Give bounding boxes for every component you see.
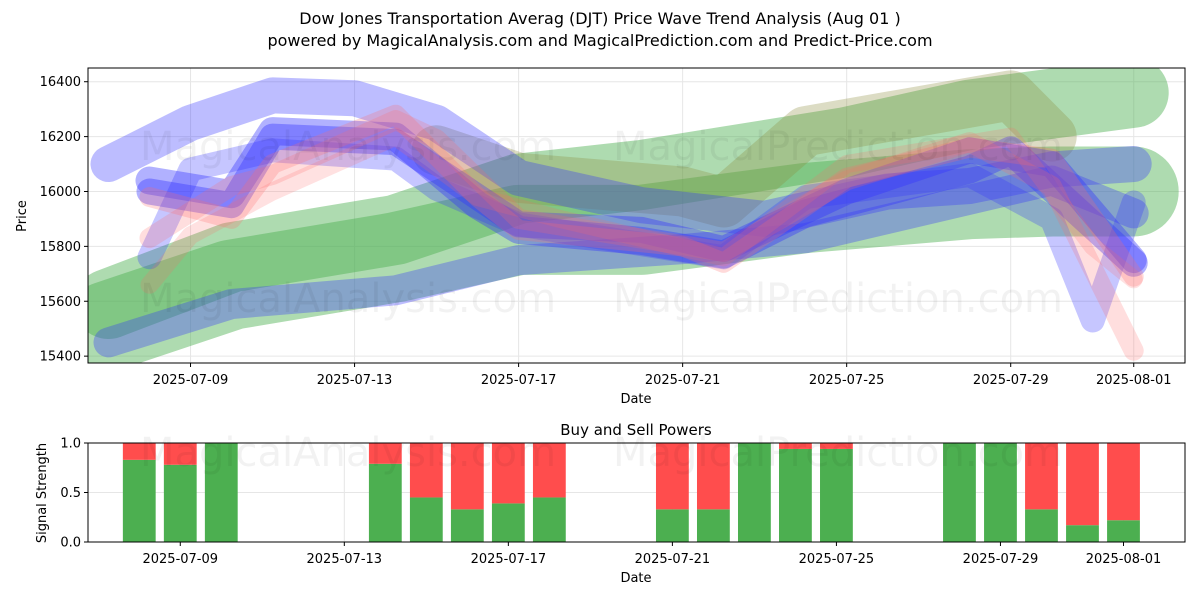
price-y-tick-label: 15600: [40, 295, 81, 310]
wave-band-green-1: [88, 68, 1169, 339]
price-x-tick-label: 2025-07-09: [153, 373, 229, 388]
wave-band-blue-8: [137, 138, 1146, 333]
price-y-axis-label: Price: [15, 200, 30, 232]
sell-power-bar: [779, 443, 812, 449]
wave-band-olive-3: [411, 70, 1077, 228]
watermark-text: MagicalAnalysis.com: [140, 430, 556, 476]
price-x-tick-label: 2025-08-01: [1096, 373, 1172, 388]
price-y-tick-label: 16200: [40, 130, 81, 145]
buy-power-bar: [984, 443, 1017, 542]
wave-band-red-10: [139, 110, 1144, 361]
buy-power-bar: [820, 448, 853, 542]
signal-x-tick-label: 2025-07-25: [799, 552, 875, 567]
wave-band-red-9: [139, 104, 1144, 287]
chart-subtitle: powered by MagicalAnalysis.com and Magic…: [267, 31, 933, 50]
signal-x-tick-label: 2025-07-29: [963, 552, 1039, 567]
watermark-text: MagicalPrediction.com: [613, 124, 1063, 170]
price-x-tick-label: 2025-07-21: [645, 373, 721, 388]
price-wave-bands: [88, 68, 1179, 363]
signal-x-axis-label: Date: [620, 571, 651, 586]
price-x-tick-label: 2025-07-29: [973, 373, 1049, 388]
wave-band-blue-4: [90, 77, 1152, 237]
price-y-tick-label: 16000: [40, 185, 81, 200]
sell-power-bar: [122, 443, 156, 460]
price-grid: [88, 68, 1185, 363]
wave-band-green-2: [88, 146, 1179, 363]
signal-y-axis-label: Signal Strength: [35, 443, 50, 543]
buy-power-bar: [943, 443, 976, 542]
signal-y-tick-label: 1.0: [60, 437, 81, 452]
buy-power-bar: [737, 443, 771, 542]
signal-x-tick-label: 2025-07-13: [307, 552, 383, 567]
signal-axis-ticks: 0.0 0.5 1.0 2025-07-09 2025-07-13 2025-07-17 2…: [60, 437, 1161, 568]
buy-power-bar: [122, 459, 156, 542]
price-y-tick-label: 16400: [40, 75, 81, 90]
price-axis-ticks: 15400 15600 15800 16000 16200 16400 2025-07-09…: [40, 75, 1172, 388]
buy-power-bar: [409, 497, 443, 542]
signal-bars: [122, 443, 1140, 542]
price-y-tick-label: 15800: [40, 240, 81, 255]
sell-power-bar: [1107, 443, 1140, 521]
sell-power-bar: [1066, 443, 1099, 526]
price-y-tick-label: 15400: [40, 350, 81, 365]
buy-power-bar: [204, 443, 238, 542]
signal-watermarks: MagicalAnalysis.com MagicalPrediction.com: [140, 430, 1063, 476]
watermark-text: MagicalAnalysis.com: [140, 276, 556, 322]
buy-power-bar: [1025, 509, 1058, 542]
sell-power-bar: [163, 443, 197, 465]
signal-y-tick-label: 0.0: [60, 536, 81, 551]
signal-x-tick-label: 2025-08-01: [1086, 552, 1162, 567]
buy-power-bar: [532, 497, 566, 542]
buy-power-bar: [368, 463, 402, 542]
watermark-text: MagicalAnalysis.com: [140, 124, 556, 170]
price-x-axis-label: Date: [620, 392, 651, 407]
signal-chart-title: Buy and Sell Powers: [560, 421, 712, 439]
signal-x-tick-label: 2025-07-17: [471, 552, 547, 567]
watermark-text: MagicalPrediction.com: [613, 276, 1063, 322]
buy-power-bar: [655, 509, 689, 542]
sell-power-bar: [491, 443, 525, 504]
wave-band-red-11: [140, 127, 1143, 294]
chart-title: Dow Jones Transportation Averag (DJT) Pr…: [299, 9, 901, 28]
signal-x-tick-label: 2025-07-21: [635, 552, 711, 567]
buy-power-bar: [1066, 525, 1099, 542]
sell-power-bar: [409, 443, 443, 498]
buy-power-bar: [1107, 520, 1140, 542]
price-axes-frame: [87, 67, 1186, 364]
buy-power-bar: [450, 509, 484, 542]
buy-power-bar: [163, 464, 197, 542]
sell-power-bar: [450, 443, 484, 510]
signal-x-tick-label: 2025-07-09: [142, 552, 218, 567]
price-watermarks: MagicalAnalysis.com MagicalPrediction.com…: [140, 124, 1063, 322]
watermark-text: MagicalPrediction.com: [613, 430, 1063, 476]
wave-band-blue-5: [93, 165, 1149, 358]
sell-power-bar: [1025, 443, 1058, 510]
sell-power-bar: [655, 443, 689, 510]
buy-power-bar: [491, 503, 525, 542]
wave-band-blue-6: [135, 117, 1148, 277]
sell-power-bar: [532, 443, 566, 498]
price-x-tick-label: 2025-07-13: [317, 373, 393, 388]
signal-y-tick-label: 0.5: [60, 486, 81, 501]
sell-power-bar: [696, 443, 730, 510]
sell-power-bar: [820, 443, 853, 449]
price-x-tick-label: 2025-07-17: [481, 373, 557, 388]
sell-power-bar: [368, 443, 402, 464]
buy-power-bar: [779, 448, 812, 542]
wave-band-blue-7: [136, 123, 1147, 274]
buy-power-bar: [696, 509, 730, 542]
price-x-tick-label: 2025-07-25: [809, 373, 885, 388]
